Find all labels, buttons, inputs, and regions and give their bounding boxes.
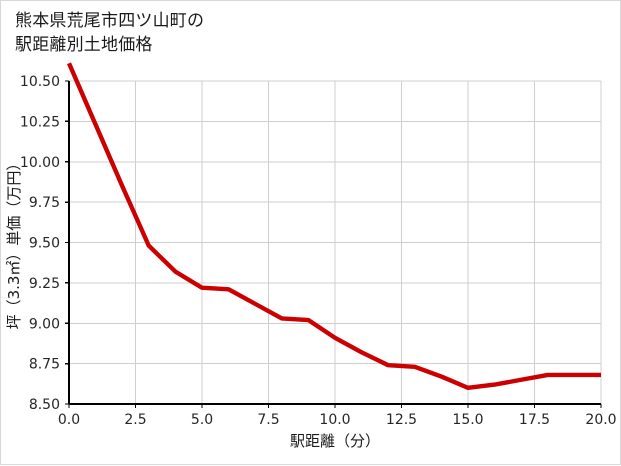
y-tick-label: 10.50 [20, 74, 60, 90]
x-tick-label: 17.5 [519, 412, 550, 428]
y-tick-label: 9.00 [29, 316, 60, 332]
x-tick-label: 15.0 [452, 412, 483, 428]
y-tick-label: 10.00 [20, 155, 60, 171]
y-axis-title: 坪（3.3㎡）単価（万円） [5, 156, 23, 330]
x-tick-label: 10.0 [319, 412, 350, 428]
x-tick-label: 20.0 [585, 412, 616, 428]
y-tick-label: 9.25 [29, 276, 60, 292]
tick-marks-group [65, 80, 602, 408]
x-tick-label: 5.0 [191, 412, 213, 428]
price-series-line [66, 62, 601, 391]
x-tick-label: 0.0 [58, 412, 80, 428]
y-tick-label: 9.75 [29, 195, 60, 211]
chart-title: 熊本県荒尾市四ツ山町の 駅距離別土地価格 [15, 11, 205, 55]
x-tick-label: 7.5 [257, 412, 279, 428]
x-tick-label: 2.5 [124, 412, 146, 428]
y-tick-label: 8.75 [29, 357, 60, 373]
y-axis-tick-labels: 8.50 8.75 9.00 9.25 9.50 9.75 10.00 10.25 10.50 [20, 74, 60, 413]
x-tick-label: 12.5 [386, 412, 417, 428]
x-axis-tick-labels: 0.0 2.5 5.0 7.5 10.0 12.5 15.0 17.5 20.0 [58, 412, 617, 428]
y-tick-label: 9.50 [29, 236, 60, 252]
y-tick-label: 10.25 [20, 114, 60, 130]
x-axis-title: 駅距離（分） [290, 432, 380, 450]
y-tick-label: 8.50 [29, 397, 60, 413]
